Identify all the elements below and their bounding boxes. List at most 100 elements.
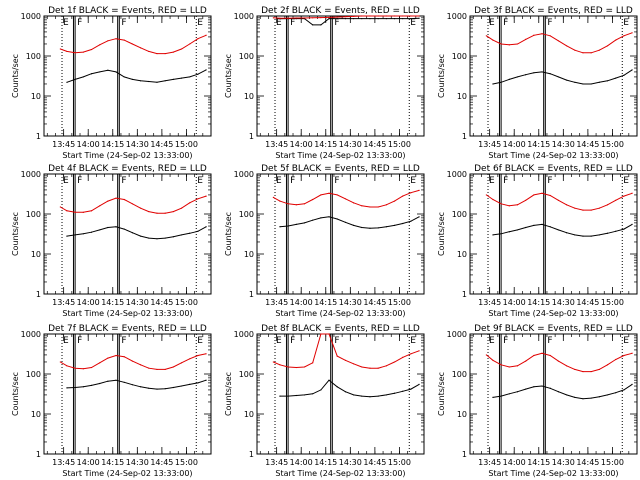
series-line-lld (60, 195, 207, 214)
data-point-lld (156, 212, 158, 214)
data-point-events (508, 78, 510, 81)
data-point-lld (279, 17, 281, 19)
y-axis-label: Counts/sec (224, 212, 233, 256)
data-point-lld (598, 368, 600, 371)
data-point-lld (312, 17, 314, 19)
plot-frame (469, 15, 638, 137)
data-point-events (328, 379, 330, 381)
series-line-events (66, 69, 207, 83)
data-point-lld (328, 16, 330, 19)
data-point-lld (565, 45, 568, 47)
data-point-events (393, 392, 396, 394)
series-line-events (279, 379, 420, 398)
series-line-events (492, 69, 633, 85)
x-tick-label: 13:45 (52, 140, 75, 149)
y-tick-label: 1 (249, 290, 254, 299)
data-point-events (418, 216, 420, 218)
data-point-events (115, 71, 117, 73)
data-point-events (508, 393, 510, 395)
x-axis-label: Start Time (24-Sep-02 13:33:00) (488, 151, 618, 160)
data-point-lld (205, 34, 207, 36)
data-point-lld (582, 370, 584, 373)
data-point-events (287, 225, 289, 227)
series-line-events (279, 216, 420, 229)
f-marker-label: F (121, 336, 126, 346)
y-tick-label: 100 (26, 52, 41, 61)
e-marker-label: E (410, 176, 416, 186)
y-tick-label: 10 (244, 92, 254, 101)
data-point-lld (582, 52, 584, 54)
plot-frame (256, 333, 425, 455)
data-point-events (410, 388, 412, 390)
data-point-events (82, 233, 84, 235)
data-point-events (74, 78, 76, 81)
data-point-lld (272, 196, 274, 199)
data-point-events (205, 226, 207, 228)
data-point-events (377, 227, 379, 229)
data-point-lld (541, 192, 543, 194)
data-point-events (107, 380, 109, 382)
x-tick-label: 14:15 (527, 458, 550, 467)
data-point-events (156, 81, 158, 83)
data-point-events (344, 221, 347, 223)
x-tick-label: 14:00 (290, 298, 313, 307)
data-point-lld (131, 203, 134, 205)
y-tick-label: 10 (244, 410, 254, 419)
y-tick-label: 100 (452, 52, 467, 61)
data-point-events (533, 72, 535, 74)
data-point-events (590, 83, 592, 85)
data-point-events (508, 231, 510, 233)
data-point-lld (336, 16, 338, 18)
data-point-events (516, 76, 519, 78)
panel-title: Det 1f BLACK = Events, RED = LLD (48, 6, 207, 16)
data-point-lld (74, 52, 76, 54)
data-point-lld (533, 194, 535, 196)
data-point-lld (287, 17, 289, 19)
data-point-lld (99, 362, 101, 364)
data-point-lld (164, 52, 166, 55)
data-point-lld (164, 368, 166, 371)
x-tick-label: 14:45 (363, 298, 386, 307)
data-point-lld (320, 333, 322, 335)
x-tick-label: 15:00 (601, 140, 624, 149)
data-point-lld (107, 357, 109, 359)
data-point-lld (574, 368, 576, 371)
x-tick-label: 14:45 (363, 458, 386, 467)
x-tick-label: 14:45 (150, 458, 173, 467)
panel-title: Det 8f BLACK = Events, RED = LLD (261, 324, 420, 334)
x-tick-label: 15:00 (601, 458, 624, 467)
data-point-events (549, 387, 551, 389)
data-point-events (402, 18, 404, 20)
data-point-lld (123, 39, 125, 41)
data-point-lld (615, 358, 617, 361)
data-point-lld (189, 358, 191, 360)
y-axis-label: Counts/sec (11, 212, 20, 256)
data-point-events (410, 18, 412, 20)
e-marker-label: E (410, 336, 416, 346)
data-point-lld (385, 15, 387, 17)
data-point-events (606, 232, 609, 234)
panel-det6: Det 6f BLACK = Events, RED = LLD 1 10 100 10… (437, 164, 638, 318)
x-axis-label: Start Time (24-Sep-02 13:33:00) (62, 151, 192, 160)
y-tick-label: 1000 (234, 12, 254, 21)
x-tick-label: 15:00 (601, 298, 624, 307)
data-point-events (131, 384, 134, 386)
data-point-lld (565, 204, 568, 206)
data-point-lld (295, 366, 297, 369)
data-point-lld (500, 364, 502, 366)
series-line-events (279, 17, 420, 26)
data-point-events (90, 384, 93, 386)
panel-title: Det 9f BLACK = Events, RED = LLD (474, 324, 633, 334)
data-point-lld (361, 15, 363, 17)
x-tick-label: 13:45 (52, 298, 75, 307)
e-marker-label: E (63, 176, 69, 186)
y-tick-label: 100 (26, 370, 41, 379)
y-tick-label: 1000 (234, 170, 254, 179)
y-tick-label: 100 (239, 370, 254, 379)
e-marker-label: E (623, 176, 629, 186)
data-point-lld (123, 198, 125, 201)
data-point-lld (393, 200, 396, 202)
data-point-lld (590, 209, 592, 211)
data-point-events (205, 69, 207, 71)
e-marker-label: E (489, 176, 495, 186)
